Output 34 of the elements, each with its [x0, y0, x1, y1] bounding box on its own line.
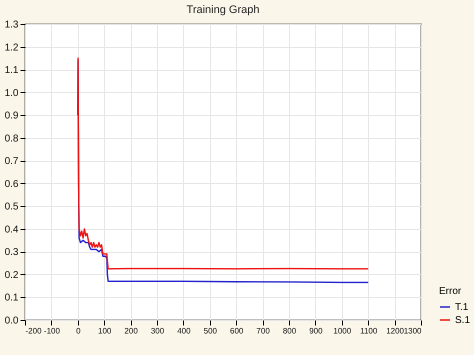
y-tick-label: 0.8	[4, 133, 19, 144]
y-tick-label: 0.6	[4, 178, 19, 190]
x-tick-label: 100	[98, 326, 112, 336]
y-tick-label: 1.3	[4, 20, 19, 30]
x-tick-label: 500	[204, 326, 218, 336]
y-tick-label: 0.3	[4, 247, 19, 258]
x-tick-label: 900	[309, 326, 324, 336]
x-tick-label: 1000	[333, 326, 352, 336]
legend-title: Error	[439, 286, 462, 297]
y-tick-label: 0.7	[4, 156, 19, 168]
legend-label: S.1	[455, 315, 470, 326]
x-tick-label: -200	[26, 326, 42, 336]
x-tick-label: 1200	[386, 326, 405, 336]
x-tick-label: 600	[230, 326, 244, 336]
x-tick-label: 800	[282, 326, 297, 336]
x-tick-label: 700	[256, 326, 270, 336]
y-tick-label: 1.1	[4, 65, 19, 76]
y-tick-label: 0.2	[4, 270, 19, 281]
x-tick-label: 200	[124, 326, 138, 336]
x-tick-label: 300	[150, 326, 165, 336]
legend-label: T.1	[455, 302, 469, 313]
y-tick-label: 1.2	[4, 42, 19, 54]
y-tick-label: 0.1	[4, 292, 19, 304]
x-tick-label: 400	[177, 326, 192, 336]
y-tick-label: 0.5	[4, 202, 19, 213]
y-tick-label: 0.0	[4, 316, 19, 326]
x-tick-label: 1300	[404, 326, 422, 336]
x-tick-label: 0	[76, 326, 82, 336]
chart-title: Training Graph	[186, 4, 260, 16]
x-tick-label: 1100	[360, 326, 378, 336]
y-tick-label: 0.9	[4, 110, 19, 122]
x-tick-label: -100	[44, 326, 60, 336]
y-tick-label: 1.0	[4, 88, 19, 99]
y-tick-label: 0.4	[4, 224, 19, 236]
